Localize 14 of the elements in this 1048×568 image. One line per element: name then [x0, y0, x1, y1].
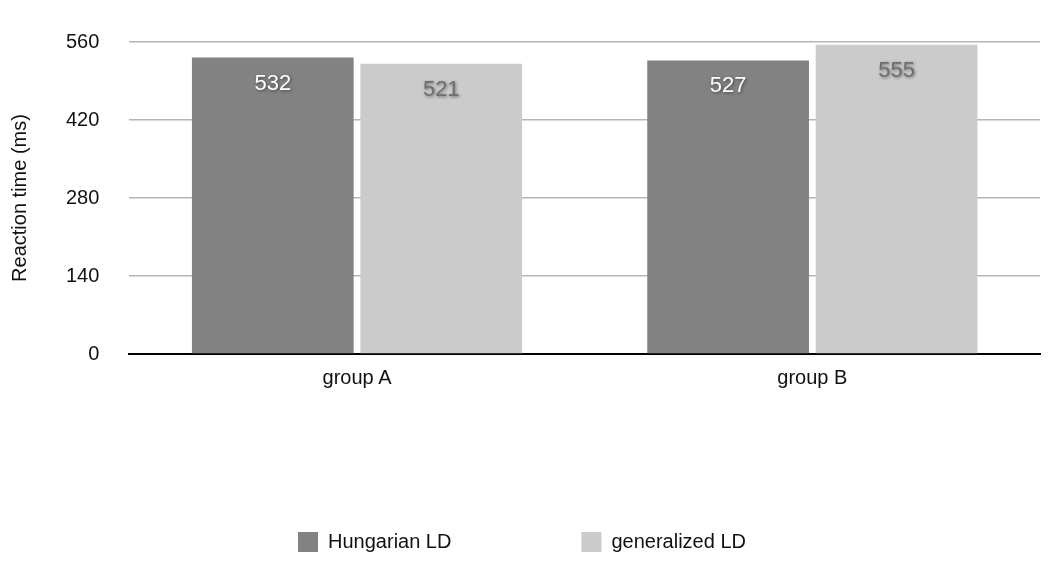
y-tick-label: 420 [65, 107, 100, 130]
y-tick-label: 140 [65, 263, 100, 286]
data-label: 521 [422, 75, 460, 101]
x-tick-label: group A [322, 365, 393, 388]
data-label: 527 [709, 72, 747, 98]
y-tick-label: 280 [65, 185, 100, 208]
legend-label: Hungarian LD [328, 529, 452, 552]
data-label: 532 [254, 69, 292, 95]
y-tick-label: 0 [88, 341, 100, 364]
y-axis-title: Reaction time (ms) [7, 114, 30, 282]
y-tick-label: 560 [65, 29, 100, 52]
legend-label: generalized LD [611, 529, 746, 552]
x-tick-label: group B [777, 365, 848, 388]
data-label: 555 [878, 56, 915, 82]
